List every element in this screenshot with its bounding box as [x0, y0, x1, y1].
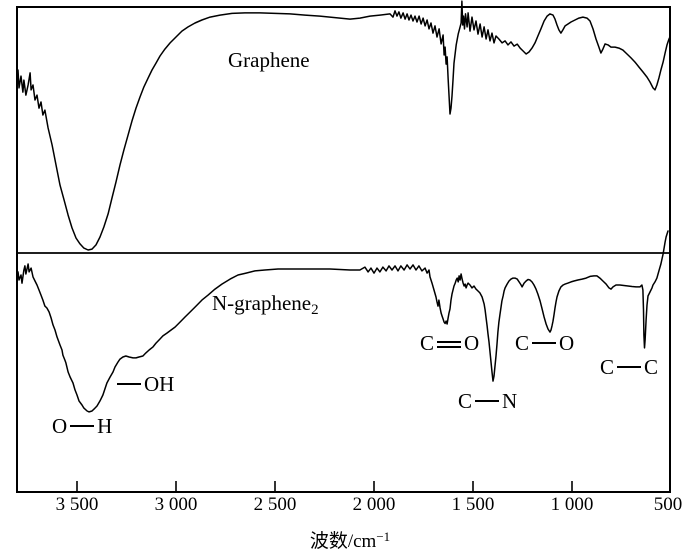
annotation-c-double-o-left: C: [420, 331, 435, 355]
single-bond-line: [532, 342, 557, 345]
x-tick-label: 3 000: [154, 494, 198, 515]
plot-border: [16, 6, 671, 493]
graphene-panel-label: Graphene: [228, 48, 310, 72]
double-bond-line: [437, 341, 462, 349]
single-bond-line: [117, 383, 141, 386]
annotation-oh-shoulder: OH: [114, 372, 174, 396]
annotation-oh-text: OH: [144, 372, 175, 396]
x-tick-label: 2 000: [352, 494, 396, 515]
x-axis-title: 波数/cm−1: [0, 525, 700, 554]
n-graphene-spectrum-curve: [16, 230, 669, 413]
annotation-c-n-left: C: [458, 389, 473, 413]
n-graphene-label-text: N-graphene: [212, 291, 312, 315]
annotation-c-double-o-right: O: [464, 331, 480, 355]
x-tick-label: 1 500: [451, 494, 495, 515]
x-tick-label: 2 500: [253, 494, 297, 515]
x-axis-ticks: [76, 481, 573, 491]
n-graphene-panel-label: N-graphene2: [212, 291, 319, 322]
annotation-c-o-right: O: [559, 331, 575, 355]
annotation-o-h-right: H: [97, 414, 113, 438]
annotation-c-n-right: N: [502, 389, 518, 413]
single-bond-line: [617, 366, 642, 369]
x-tick-label: 1 000: [550, 494, 594, 515]
x-tick-label: 3 500: [55, 494, 99, 515]
annotation-c-o-left: C: [515, 331, 530, 355]
single-bond-line: [70, 425, 95, 428]
annotation-c-c-left: C: [600, 355, 615, 379]
x-axis-title-exponent: −1: [376, 529, 391, 544]
graphene-spectrum-curve: [16, 0, 671, 251]
n-graphene-label-subscript: 2: [311, 302, 319, 318]
single-bond-line: [475, 400, 500, 403]
annotation-o-h-left: O: [52, 414, 68, 438]
annotation-c-c-right: C: [644, 355, 659, 379]
x-tick-label: 500: [653, 494, 683, 515]
x-axis-title-text: 波数/cm: [309, 531, 377, 552]
